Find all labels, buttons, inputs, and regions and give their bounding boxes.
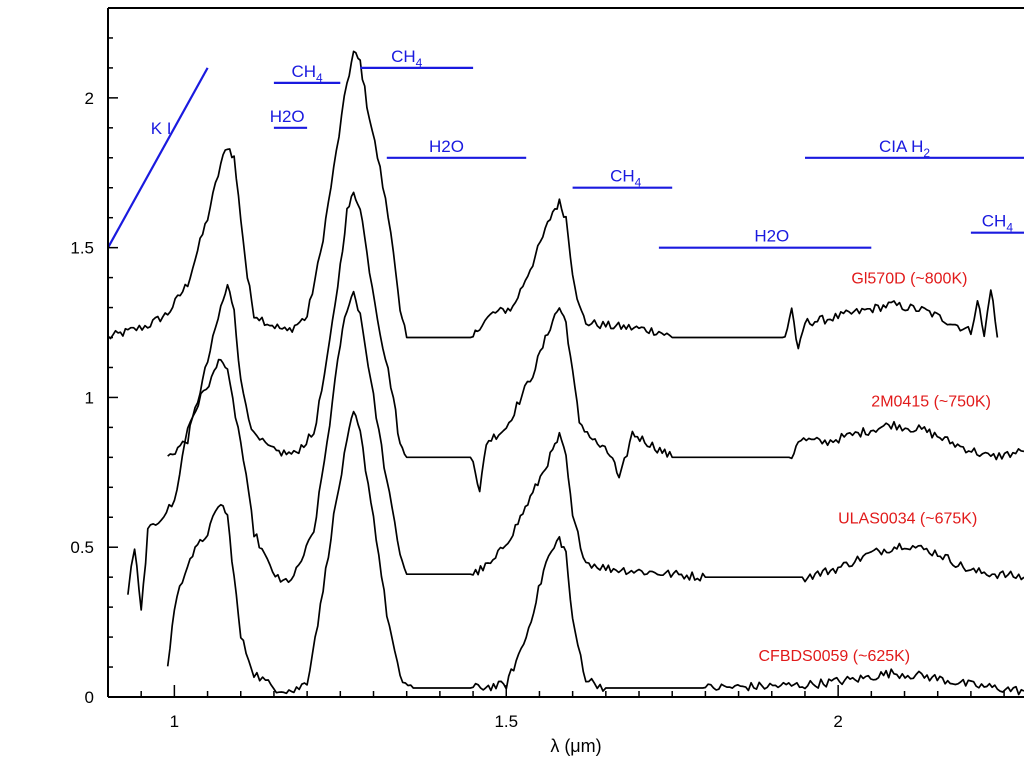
spectrum-label-3: CFBDS0059 (~625K) <box>759 648 911 665</box>
feature-label-4: H2O <box>429 137 464 156</box>
feature-label-3: CH4 <box>391 47 423 70</box>
spectrum-line-0 <box>107 50 999 350</box>
spectrum-label-1: 2M0415 (~750K) <box>871 393 991 410</box>
spectrum-line-3 <box>166 410 1024 696</box>
spectrum-label-2: ULAS0034 (~675K) <box>838 510 977 527</box>
y-tick-label-4: 2 <box>85 89 94 108</box>
spectra-layer <box>107 50 1024 696</box>
x-axis-title: λ (μm) <box>550 736 601 756</box>
feature-marker-0 <box>107 67 209 249</box>
spectrum-line-1 <box>167 191 1024 493</box>
features-layer: K I CH4 H2O CH4 H2O CH4 H2O CIA H2 CH4 <box>107 47 1024 249</box>
y-tick-label-2: 1 <box>85 388 94 407</box>
y-tick-label-3: 1.5 <box>70 239 94 258</box>
x-tick-label-0: 1 <box>170 712 179 731</box>
feature-label-2: H2O <box>270 107 305 126</box>
y-tick-label-0: 0 <box>85 688 94 707</box>
feature-label-1: CH4 <box>291 62 323 85</box>
feature-label-6: H2O <box>754 227 789 246</box>
spectrum-line-2 <box>127 290 1024 611</box>
spectrum-label-0: Gl570D (~800K) <box>851 271 967 288</box>
axes-layer: 0 0.5 1 1.5 2 1 1.5 2 <box>70 7 1024 731</box>
feature-label-8: CH4 <box>982 212 1014 235</box>
x-tick-label-2: 2 <box>833 712 842 731</box>
feature-label-7: CIA H2 <box>879 137 930 160</box>
feature-label-0: K I <box>151 119 172 138</box>
labels-layer: Gl570D (~800K) 2M0415 (~750K) ULAS0034 (~6… <box>759 271 991 665</box>
y-tick-label-1: 0.5 <box>70 538 94 557</box>
feature-label-5: CH4 <box>610 167 642 190</box>
x-tick-label-1: 1.5 <box>494 712 518 731</box>
